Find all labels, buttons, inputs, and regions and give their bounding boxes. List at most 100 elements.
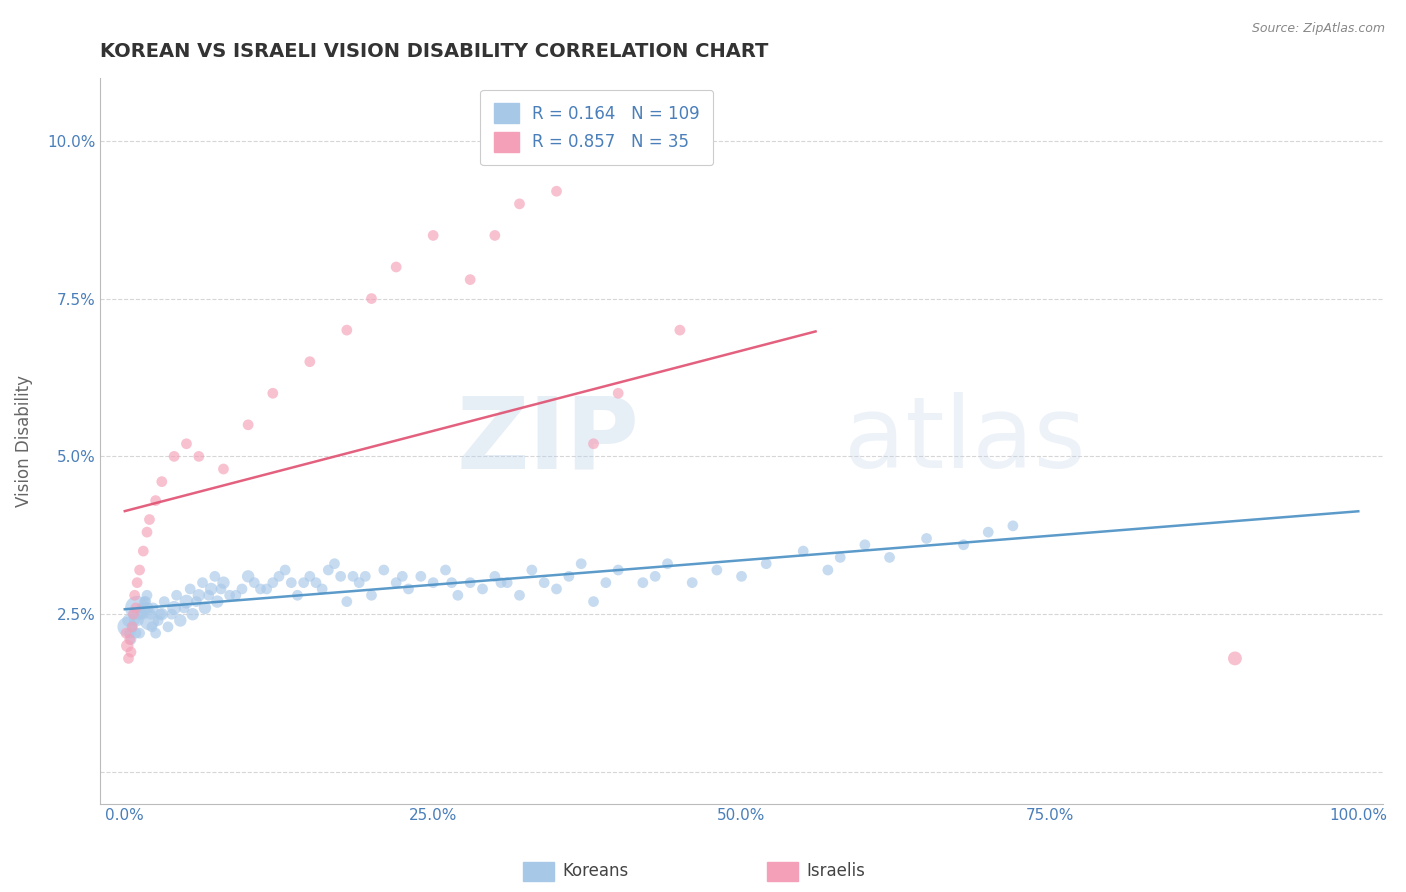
Point <box>169 614 191 628</box>
Point <box>212 462 235 476</box>
Point <box>595 575 617 590</box>
Point <box>817 563 839 577</box>
Point <box>952 538 974 552</box>
Point <box>149 607 172 622</box>
Point <box>204 569 226 583</box>
Point <box>121 620 143 634</box>
Point <box>558 569 581 583</box>
Point <box>212 575 235 590</box>
Point <box>447 588 470 602</box>
Point <box>200 582 222 596</box>
Text: KOREAN VS ISRAELI VISION DISABILITY CORRELATION CHART: KOREAN VS ISRAELI VISION DISABILITY CORR… <box>100 42 769 61</box>
Point <box>122 607 145 622</box>
Point <box>298 569 321 583</box>
Point <box>607 386 630 401</box>
Point <box>347 575 370 590</box>
Point <box>243 575 266 590</box>
Point <box>207 594 229 608</box>
Point <box>134 594 156 608</box>
Point <box>311 582 333 596</box>
Point <box>118 626 141 640</box>
Point <box>127 601 149 615</box>
Point <box>287 588 309 602</box>
Point <box>150 475 173 489</box>
Point <box>669 323 692 337</box>
Point <box>1223 651 1246 665</box>
Point <box>124 614 146 628</box>
Point <box>128 563 150 577</box>
Point <box>194 601 217 615</box>
Y-axis label: Vision Disability: Vision Disability <box>15 375 32 507</box>
Point <box>440 575 463 590</box>
Point <box>354 569 377 583</box>
Legend: R = 0.164   N = 109, R = 0.857   N = 35: R = 0.164 N = 109, R = 0.857 N = 35 <box>481 89 713 165</box>
Point <box>681 575 703 590</box>
Point <box>484 569 506 583</box>
Point <box>153 594 176 608</box>
Text: Source: ZipAtlas.com: Source: ZipAtlas.com <box>1251 22 1385 36</box>
Point <box>138 512 160 526</box>
Point <box>422 228 444 243</box>
Point <box>292 575 315 590</box>
Point <box>458 575 481 590</box>
Point <box>582 594 605 608</box>
Point <box>458 272 481 286</box>
Point <box>280 575 302 590</box>
Point <box>336 323 359 337</box>
Point <box>117 639 139 653</box>
Point <box>125 626 148 640</box>
Point <box>631 575 654 590</box>
Point <box>546 582 568 596</box>
Point <box>373 563 395 577</box>
Point <box>187 588 209 602</box>
Point <box>398 582 420 596</box>
Point <box>145 493 167 508</box>
Point <box>117 620 139 634</box>
Point <box>120 645 142 659</box>
Point <box>853 538 876 552</box>
Point <box>209 582 232 596</box>
Point <box>533 575 555 590</box>
Point <box>274 563 297 577</box>
Point <box>125 601 148 615</box>
Point <box>323 557 346 571</box>
Point <box>225 588 247 602</box>
Point <box>181 607 204 622</box>
Text: Koreans: Koreans <box>562 863 628 880</box>
Point <box>124 588 146 602</box>
Point <box>136 601 159 615</box>
Point <box>977 525 1000 540</box>
Point <box>342 569 364 583</box>
Point <box>385 260 408 274</box>
Point <box>135 594 157 608</box>
Point <box>484 228 506 243</box>
Point <box>131 601 153 615</box>
Point <box>191 575 214 590</box>
Point <box>267 569 290 583</box>
Point <box>122 607 145 622</box>
Point <box>160 607 183 622</box>
Point <box>508 197 530 211</box>
Point <box>117 614 139 628</box>
Point <box>706 563 728 577</box>
Point <box>329 569 352 583</box>
Point <box>176 594 198 608</box>
Point <box>792 544 814 558</box>
Point <box>136 525 159 540</box>
Point <box>156 620 179 634</box>
Point <box>546 184 568 198</box>
Point <box>298 354 321 368</box>
Point <box>173 601 195 615</box>
Point <box>132 607 155 622</box>
Point <box>262 575 284 590</box>
Point <box>120 632 142 647</box>
Point <box>163 601 186 615</box>
Point <box>197 588 219 602</box>
Point <box>730 569 752 583</box>
Point <box>117 651 139 665</box>
Point <box>644 569 666 583</box>
Point <box>127 575 149 590</box>
Point <box>496 575 519 590</box>
Point <box>163 450 186 464</box>
Point <box>879 550 901 565</box>
